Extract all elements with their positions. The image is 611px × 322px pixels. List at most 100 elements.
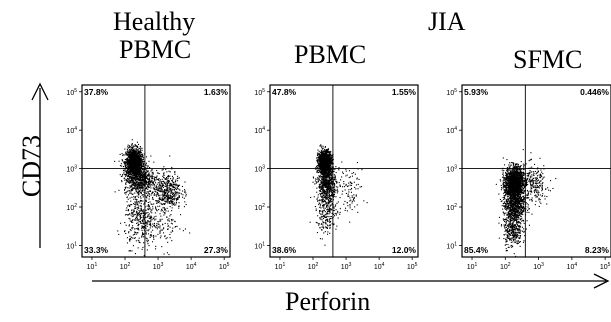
event-dot [140, 154, 142, 156]
event-dot [142, 227, 144, 229]
event-dot [153, 188, 155, 190]
event-dot [162, 211, 164, 213]
event-dot [134, 203, 136, 205]
event-dot [131, 173, 133, 175]
event-dot [132, 170, 134, 172]
event-dot [168, 201, 170, 203]
event-dot [156, 193, 158, 195]
event-dot [319, 180, 321, 182]
event-dot [130, 161, 132, 163]
event-dot [323, 172, 325, 174]
event-dot [131, 204, 133, 206]
event-dot [319, 161, 321, 163]
event-dot [166, 182, 168, 184]
event-dot [140, 149, 142, 151]
event-dot [142, 217, 144, 219]
event-dot [323, 180, 325, 182]
event-dot [135, 183, 137, 185]
event-dot [152, 229, 154, 231]
event-dot [322, 189, 324, 191]
event-dot [150, 223, 152, 225]
event-dot [323, 183, 325, 185]
event-dot [122, 170, 124, 172]
event-dot [325, 174, 327, 176]
event-dot [149, 190, 151, 192]
event-dot [125, 232, 127, 234]
event-dot [167, 174, 169, 176]
event-dot [132, 151, 134, 153]
event-dot [323, 167, 325, 169]
event-dot [146, 238, 148, 240]
event-dot [134, 231, 136, 233]
event-dot [150, 218, 152, 220]
event-dot [137, 170, 139, 172]
event-dot [157, 189, 159, 191]
event-dot [136, 169, 138, 171]
event-dot [156, 228, 158, 230]
event-dot [153, 235, 155, 237]
event-dot [130, 149, 132, 151]
event-dot [146, 175, 148, 177]
event-dot [173, 193, 175, 195]
event-dot [317, 161, 319, 163]
event-dot [146, 225, 148, 227]
event-dot [140, 169, 142, 171]
event-dot [322, 173, 324, 175]
event-dot [136, 167, 138, 169]
event-dot [177, 193, 179, 195]
event-dot [136, 177, 138, 179]
event-dot [327, 158, 329, 160]
event-dot [138, 175, 140, 177]
event-dot [129, 177, 131, 179]
event-dot [137, 228, 139, 230]
event-dot [140, 178, 142, 180]
event-dot [321, 160, 323, 162]
event-dot [152, 217, 154, 219]
event-dot [325, 166, 327, 168]
event-dot [133, 167, 135, 169]
event-dot [133, 182, 135, 184]
event-dot [168, 198, 170, 200]
event-dot [133, 214, 135, 216]
event-dot [136, 151, 138, 153]
event-dot [337, 201, 339, 203]
event-dot [323, 207, 325, 209]
event-dot [125, 186, 127, 188]
event-dot [331, 162, 333, 164]
event-dot [139, 213, 141, 215]
event-dot [136, 188, 138, 190]
event-dot [167, 185, 169, 187]
event-dot [136, 149, 138, 151]
event-dot [163, 195, 165, 197]
event-dot [145, 212, 147, 214]
event-dot [175, 179, 177, 181]
event-dot [146, 186, 148, 188]
event-dot [162, 180, 164, 182]
event-dot [131, 210, 133, 212]
event-dot [322, 156, 324, 158]
event-dot [143, 162, 145, 164]
event-dot [329, 161, 331, 163]
event-dot [125, 175, 127, 177]
event-dot [326, 155, 328, 157]
event-dot [147, 216, 149, 218]
event-dot [165, 178, 167, 180]
event-dot [152, 173, 154, 175]
event-dot [326, 149, 328, 151]
event-dot [130, 191, 132, 193]
event-dot [176, 199, 178, 201]
event-dot [140, 187, 142, 189]
event-dot [140, 173, 142, 175]
event-dot [161, 198, 163, 200]
event-dot [326, 166, 328, 168]
event-dot [137, 201, 139, 203]
event-dot [167, 190, 169, 192]
event-dot [326, 158, 328, 160]
event-dot [140, 147, 142, 149]
event-dot [151, 181, 153, 183]
event-dot [142, 186, 144, 188]
event-dot [128, 204, 130, 206]
event-dot [154, 190, 156, 192]
event-dot [130, 230, 132, 232]
event-dot [143, 215, 145, 217]
